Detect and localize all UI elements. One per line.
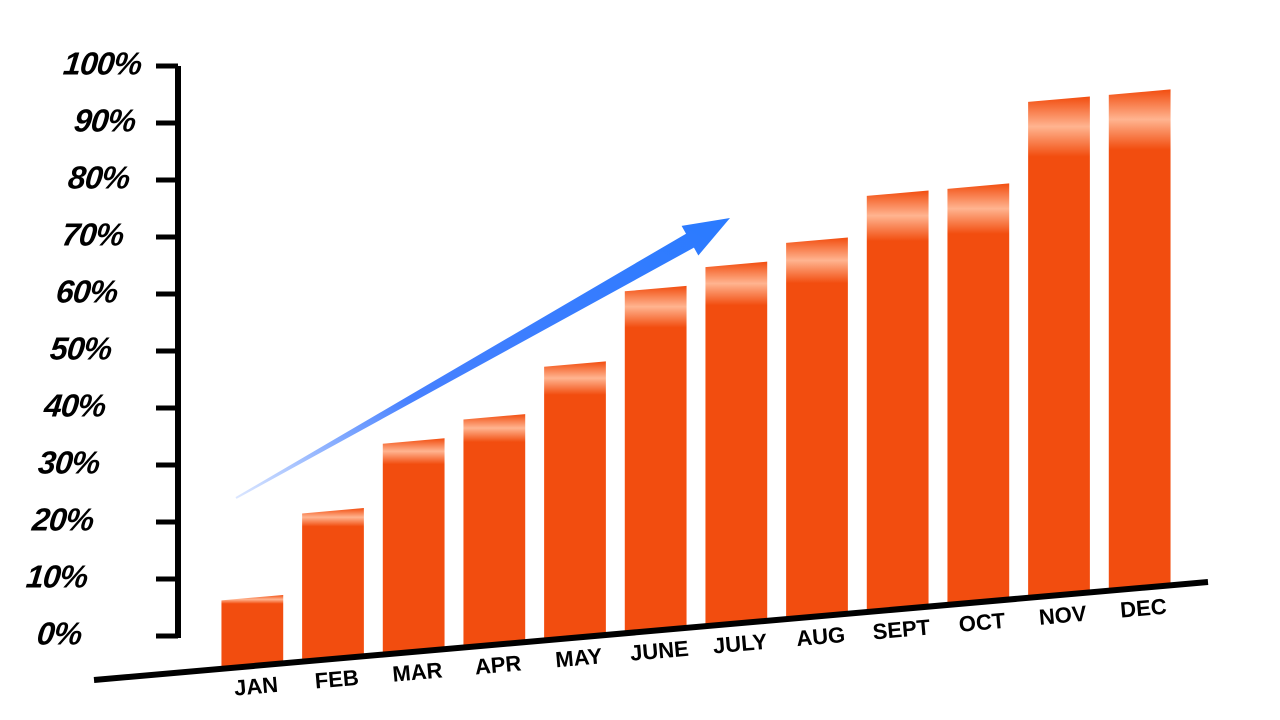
x-axis-label: APR [474, 650, 523, 679]
bar-nov [1028, 96, 1090, 597]
x-axis-label: MAY [554, 643, 603, 672]
bar-june [625, 286, 687, 633]
x-axis-label: JAN [233, 672, 279, 701]
x-axis-label: FEB [314, 665, 360, 694]
y-axis-label: 70% [60, 217, 125, 253]
y-axis-label: 50% [48, 331, 113, 367]
x-axis-label: NOV [1038, 601, 1088, 630]
y-axis-label: 30% [36, 445, 101, 481]
bar-aug [786, 237, 848, 619]
bar-jan [221, 595, 283, 669]
bar-apr [463, 414, 525, 647]
bar-sept [867, 190, 929, 612]
y-axis-label: 40% [41, 388, 107, 424]
x-axis-label: MAR [391, 657, 443, 686]
x-axis-label: AUG [795, 622, 846, 651]
bar-oct [947, 183, 1009, 605]
x-axis-label: SEPT [872, 614, 932, 644]
bar-july [705, 262, 767, 627]
y-axis-label: 90% [72, 103, 137, 139]
bar-mar [383, 438, 445, 654]
y-axis-label: 10% [24, 559, 89, 595]
monthly-growth-bar-chart: JAN FEB MAR APR MAY JUNE JULY AUG SEPT OCT NOV DEC 0… [0, 0, 1280, 720]
y-axis-label: 80% [66, 160, 131, 196]
y-axis-label: 60% [54, 274, 119, 310]
x-axis-label: DEC [1119, 594, 1168, 623]
x-axis-label: JULY [712, 629, 769, 659]
bar-dec [1109, 89, 1171, 590]
x-axis-label: OCT [958, 608, 1007, 637]
y-axis-label: 20% [29, 502, 95, 538]
bar-may [544, 361, 606, 640]
y-axis-label: 0% [35, 616, 83, 652]
x-axis-label: JUNE [629, 636, 690, 666]
y-axis-label: 100% [62, 46, 144, 82]
bar-feb [302, 508, 364, 662]
